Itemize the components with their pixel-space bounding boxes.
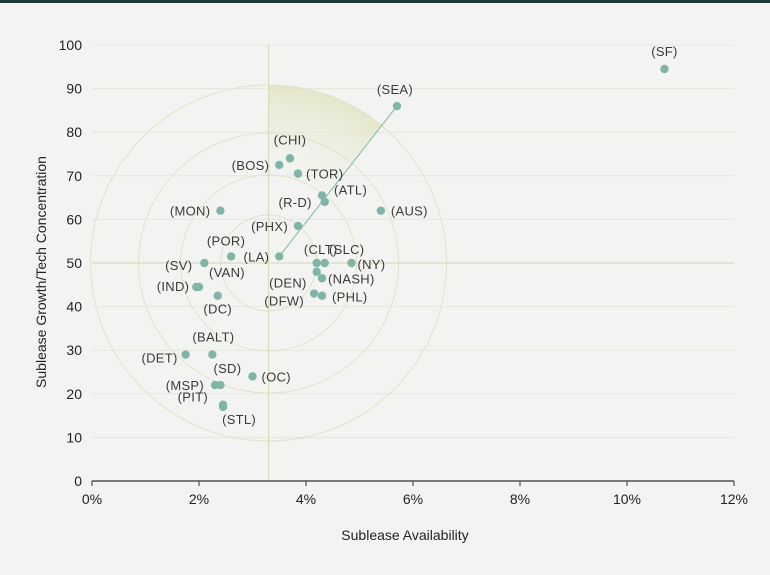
data-point [320, 197, 329, 207]
y-axis-title: Sublease Growth/Tech Concentration [33, 156, 49, 388]
y-tick-label: 20 [66, 386, 82, 402]
y-tick-label: 0 [74, 473, 82, 489]
data-point [392, 101, 402, 111]
data-point [312, 258, 321, 268]
data-point [376, 206, 386, 215]
point-label: (ATL) [334, 182, 367, 197]
point-label: (PHL) [332, 290, 367, 305]
data-point [208, 350, 217, 359]
y-tick-label: 30 [66, 342, 82, 358]
point-label: (NY) [357, 257, 385, 272]
data-point [218, 402, 228, 412]
data-point [192, 282, 201, 292]
point-label: (STL) [222, 412, 256, 427]
point-label: (DET) [141, 351, 177, 366]
x-tick-label: 8% [510, 491, 530, 507]
data-point [660, 64, 669, 74]
point-label: (SLC) [329, 242, 364, 257]
point-label: (VAN) [209, 265, 245, 280]
data-point [200, 258, 209, 268]
point-label: (TOR) [306, 167, 343, 182]
point-label: (NASH) [328, 271, 375, 286]
data-point [347, 258, 356, 268]
y-tick-label: 70 [66, 168, 82, 184]
point-label: (OC) [262, 369, 291, 384]
y-tick-label: 50 [66, 255, 82, 271]
x-tick-label: 2% [189, 491, 209, 507]
y-tick-label: 60 [66, 211, 82, 227]
data-point [293, 169, 303, 178]
point-label: (BOS) [232, 158, 270, 173]
point-label: (CHI) [274, 132, 307, 147]
point-label: (SV) [165, 258, 192, 273]
x-tick-label: 10% [613, 491, 641, 507]
point-label: (BALT) [192, 330, 234, 345]
axes: 0 10 20 30 40 50 60 70 80 90 100 0% 2% 4% 6% 8% 10% 12% [59, 37, 748, 507]
x-axis-title: Sublease Availability [341, 527, 468, 543]
data-point [248, 372, 257, 381]
y-tick-label: 10 [66, 429, 82, 445]
data-point [309, 289, 319, 298]
point-label: (DC) [203, 302, 232, 317]
data-point [285, 154, 295, 163]
x-tick-label: 4% [296, 491, 316, 507]
x-tick-label: 0% [82, 491, 102, 507]
data-point [275, 252, 284, 261]
point-label: (AUS) [391, 204, 428, 219]
data-point [320, 258, 329, 268]
point-label: (DFW) [264, 294, 304, 309]
point-label: (SF) [651, 44, 677, 59]
point-label: (DEN) [269, 276, 307, 291]
point-labels: (SF) (SEA) (CHI) (BOS) (TOR)(ATL) (R-D) (AUS) (… [141, 44, 677, 427]
point-label: (PIT) [178, 390, 208, 405]
data-point [312, 267, 321, 276]
data-point [210, 380, 220, 390]
trend-line [278, 105, 398, 257]
data-point [216, 206, 225, 215]
y-tick-label: 80 [66, 124, 82, 140]
background-rings [90, 45, 734, 481]
x-tick-label: 6% [403, 491, 423, 507]
point-label: (IND) [157, 279, 190, 294]
y-tick-label: 100 [59, 37, 83, 53]
point-label: (R-D) [278, 195, 311, 210]
data-point [317, 291, 327, 300]
data-point [226, 252, 236, 261]
data-point [317, 274, 327, 283]
x-tick-label: 12% [720, 491, 748, 507]
point-label: (PHX) [251, 219, 288, 234]
data-point [317, 191, 327, 200]
point-label: (MSP) [166, 378, 204, 393]
data-point [293, 221, 303, 231]
highlight-wedge [268, 85, 382, 263]
point-label: (MON) [170, 204, 211, 219]
y-tick-label: 40 [66, 299, 82, 315]
point-label: (CLT) [304, 242, 338, 257]
data-point [275, 160, 284, 170]
y-tick-label: 90 [66, 81, 82, 97]
top-accent-bar [0, 0, 770, 3]
data-points [181, 64, 669, 412]
point-label: (POR) [207, 233, 245, 248]
data-point [213, 291, 222, 300]
data-point [181, 350, 190, 359]
point-label: (SD) [213, 361, 241, 376]
point-label: (LA) [243, 249, 269, 264]
point-label: (SEA) [377, 82, 413, 97]
